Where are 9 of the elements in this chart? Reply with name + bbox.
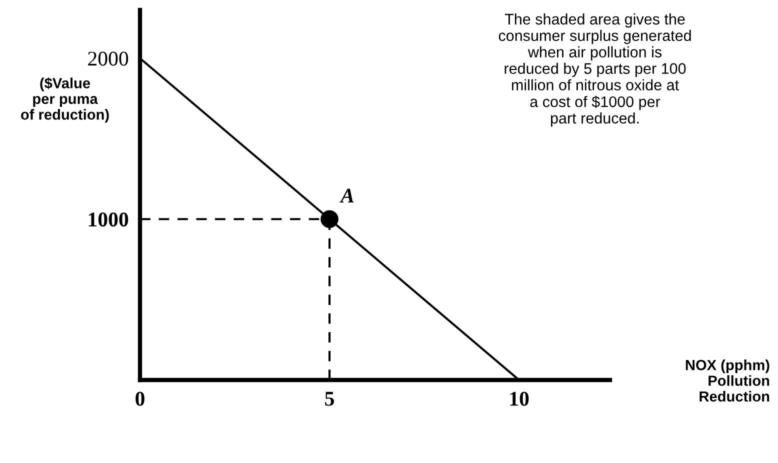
annotation: The shaded area gives the consumer surplus generated when air pollution is reduced by 5 parts per 100 million of nitrous oxide at a cost of $1000 per part reduced.	[498, 13, 691, 127]
annotation: A	[340, 188, 354, 202]
x-tick-label: 0	[136, 392, 144, 406]
text: NOX (pphm) Pollution Reduction	[686, 359, 770, 402]
y-tick-label: 1000	[88, 212, 128, 227]
y-axis-title: ($Value per puma of reduction)	[21, 77, 109, 123]
x-tick-label: 5	[325, 392, 334, 406]
y-tick-label: 2000	[88, 52, 128, 66]
x-tick-label: 10	[510, 392, 529, 406]
